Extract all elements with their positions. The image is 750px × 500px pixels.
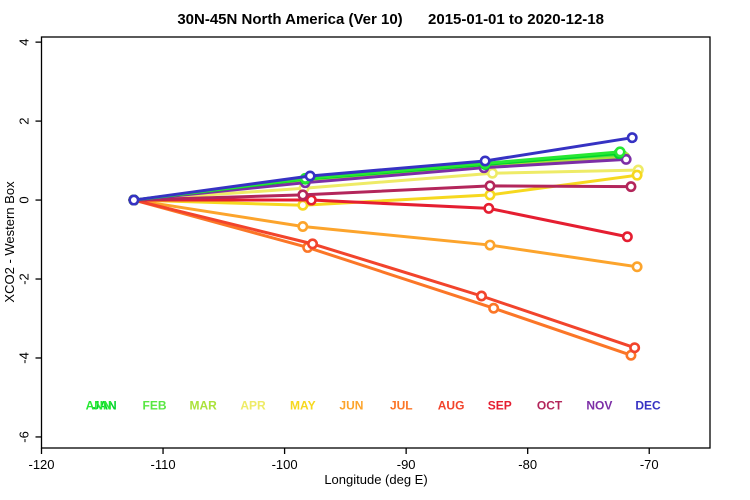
plot-border [40, 36, 711, 449]
series-marker-SEP [483, 202, 495, 214]
series-label-MAY: MAY [290, 398, 316, 412]
series-line-DEC [132, 136, 634, 202]
x-tick-label: -120 [28, 457, 54, 472]
x-tick-label: -110 [151, 457, 176, 472]
series-label-JAN: JAN [93, 398, 117, 412]
series-marker-ANN [614, 146, 626, 158]
series-marker-MAY [631, 169, 643, 181]
series-marker-JUN [484, 239, 496, 251]
series-line-NOV [132, 157, 628, 202]
series-marker-OCT [297, 189, 309, 201]
y-tick-label: 0 [17, 196, 32, 203]
series-line-SEP [132, 198, 629, 239]
series-marker-MAY [484, 189, 496, 201]
series-label-APR: APR [240, 398, 266, 412]
series-line-AUG [132, 198, 637, 350]
chart-title-dates: 2015-01-01 to 2020-12-18 [428, 11, 604, 28]
y-tick-label: 2 [17, 117, 32, 124]
series-marker-JUL [488, 302, 500, 314]
series-label-ANN: ANN [86, 398, 112, 412]
series-label-AUG: AUG [438, 398, 465, 412]
series-marker-OCT [484, 180, 496, 192]
series-label-NOV: NOV [586, 398, 612, 412]
series-marker-JUN [297, 221, 309, 233]
series-label-FEB: FEB [143, 398, 167, 412]
series-label-JUL: JUL [390, 398, 413, 412]
series-label-OCT: OCT [537, 398, 563, 412]
x-axis-label: Longitude (deg E) [324, 472, 427, 487]
series-marker-DEC [626, 132, 638, 144]
y-tick-label: -6 [17, 431, 32, 443]
y-tick-label: 4 [17, 39, 32, 46]
series-line-OCT [132, 184, 633, 202]
series-marker-SEP [621, 231, 633, 243]
series-marker-SEP [305, 194, 317, 206]
series-line-JUL [132, 198, 633, 357]
series-marker-DEC [304, 170, 316, 182]
series-marker-DEC [479, 155, 491, 167]
series-marker-JUN [631, 261, 643, 273]
x-tick-label: -100 [272, 457, 298, 472]
series-label-DEC: DEC [635, 398, 661, 412]
series-marker-NOV [620, 153, 632, 165]
series-marker-DEC [128, 194, 140, 206]
chart-title-region: 30N-45N North America (Ver 10) [177, 11, 402, 28]
series-marker-APR [486, 167, 498, 179]
series-label-JUN: JUN [339, 398, 363, 412]
series-marker-AUG [629, 342, 641, 354]
y-tick-label: -2 [17, 273, 32, 285]
series-line-JUN [132, 198, 639, 269]
series-marker-AUG [307, 238, 319, 250]
series-label-MAR: MAR [189, 398, 217, 412]
series-marker-AUG [475, 290, 487, 302]
series-line-APR [132, 168, 640, 202]
x-tick-label: -70 [640, 457, 659, 472]
series-marker-MAY [297, 199, 309, 211]
x-tick-label: -90 [397, 457, 416, 472]
y-axis-label: XCO2 - Western Box [2, 181, 17, 303]
series-marker-OCT [625, 181, 637, 193]
series-label-SEP: SEP [488, 398, 512, 412]
x-tick-label: -80 [518, 457, 537, 472]
y-tick-label: -4 [17, 352, 32, 364]
